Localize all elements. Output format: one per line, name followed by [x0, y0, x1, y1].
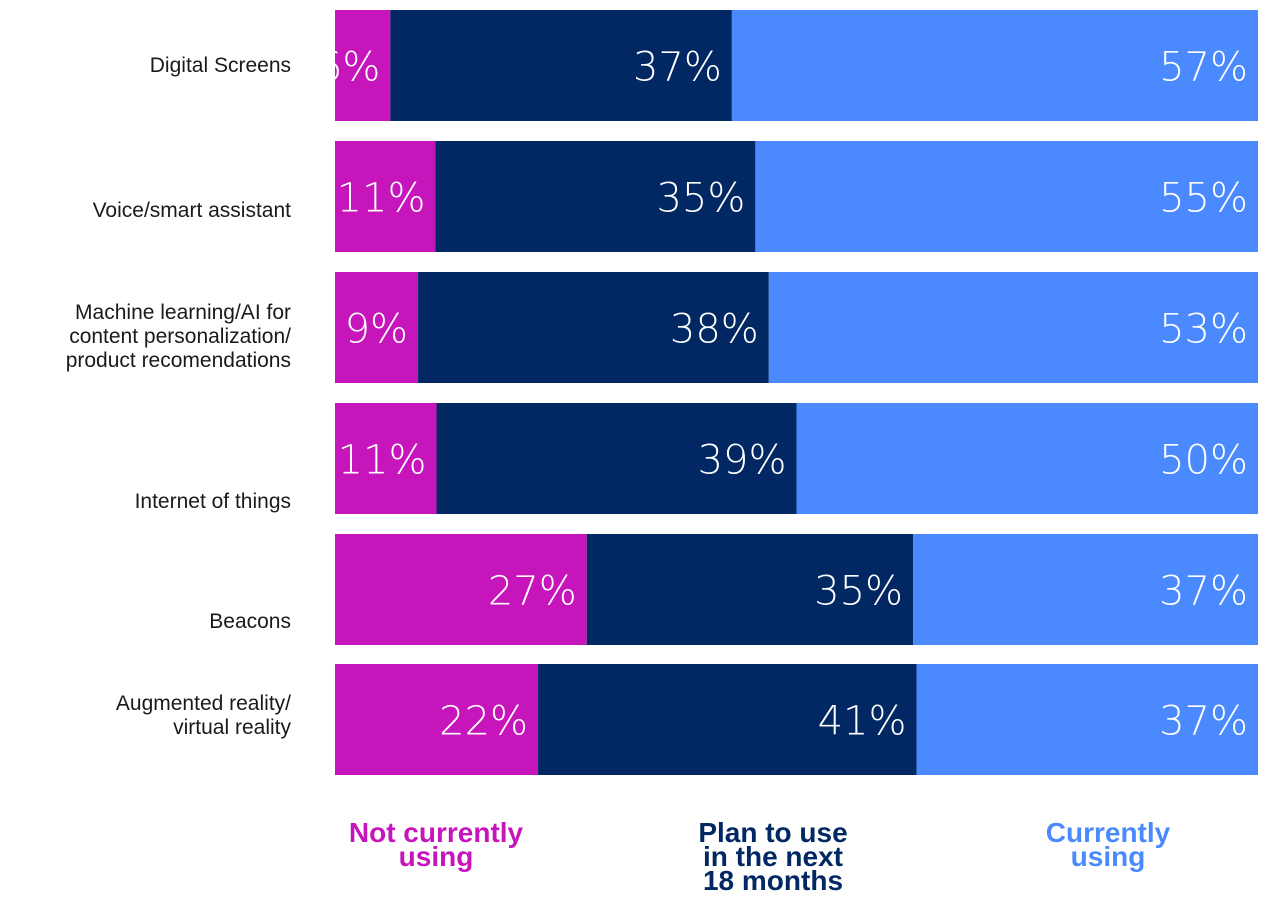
- data-label: 55%: [1159, 176, 1248, 222]
- bar-segment: [755, 141, 1258, 252]
- data-label: 22%: [439, 699, 528, 745]
- legend-entry: Plan to use in the next 18 months: [698, 817, 848, 896]
- data-label: 37%: [1159, 569, 1248, 615]
- bar-segment: [768, 272, 1258, 383]
- bar-segment: [796, 403, 1258, 514]
- data-label: 11%: [338, 438, 427, 484]
- bar-segment: [913, 534, 1258, 645]
- data-label: 6%: [317, 45, 380, 91]
- data-label: 35%: [814, 569, 903, 615]
- category-label: Internet of things: [135, 490, 291, 513]
- category-label: Augmented reality/virtual reality: [116, 692, 292, 739]
- category-label: Machine learning/AI for content personali…: [66, 301, 291, 372]
- bar-segment: [335, 272, 419, 383]
- data-label: 50%: [1159, 438, 1248, 484]
- legend-entry: Not currently using: [348, 817, 524, 872]
- bar-segment: [538, 664, 917, 775]
- category-labels: Digital Screens Voice/smart assistant Mach…: [66, 54, 292, 739]
- bar-segment: [390, 10, 732, 121]
- category-label: Digital Screens: [150, 54, 291, 77]
- bar-segment: [731, 10, 1258, 121]
- category-label: Voice/smart assistant: [93, 199, 292, 222]
- data-label: 41%: [818, 699, 907, 745]
- data-label: 11%: [337, 176, 426, 222]
- value-labels: 6% 37% 57% 11% 35% 55% 9% 38% 53% 11% 39% 50% 27% 35%…: [317, 45, 1248, 745]
- data-label: 27%: [488, 569, 577, 615]
- data-label: 38%: [670, 307, 759, 353]
- data-label: 39%: [698, 438, 787, 484]
- data-label: 35%: [656, 176, 745, 222]
- bar-segment: [335, 10, 391, 121]
- bar-segment: [335, 534, 587, 645]
- data-label: 37%: [1159, 699, 1248, 745]
- bar-segment: [435, 141, 756, 252]
- bars: [335, 10, 1258, 775]
- legend-entry: Currently using: [1045, 817, 1171, 872]
- data-label: 57%: [1159, 45, 1248, 91]
- bar-segment: [335, 141, 436, 252]
- category-label: Beacons: [209, 610, 291, 633]
- data-label: 37%: [633, 45, 722, 91]
- bar-segment: [586, 534, 914, 645]
- bar-segment: [335, 664, 539, 775]
- data-label: 9%: [345, 307, 408, 353]
- data-label: 53%: [1159, 307, 1248, 353]
- bar-segment: [335, 403, 437, 514]
- bar-segment: [418, 272, 769, 383]
- bar-segment: [916, 664, 1258, 775]
- bar-segment: [436, 403, 797, 514]
